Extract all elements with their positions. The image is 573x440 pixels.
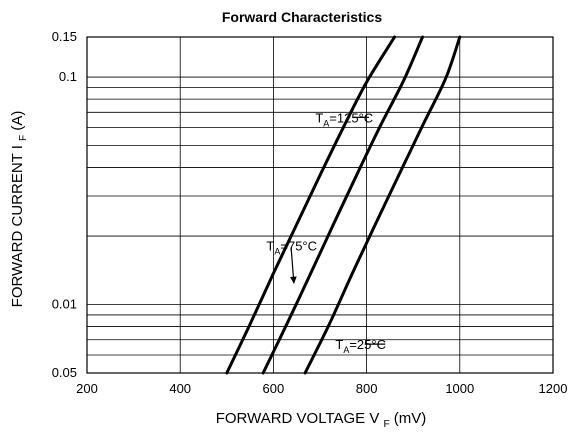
temperature-annotation-1: TA=75°C (266, 238, 317, 284)
temperature-annotation-0: TA=125°C (315, 110, 373, 128)
x-tick-label-3: 800 (356, 381, 378, 396)
annotation-subscript-0: A (323, 118, 329, 128)
y-tick-label-0: 0.15 (52, 29, 77, 44)
annotation-label-0: TA=125°C (315, 110, 373, 128)
series-line-0 (225, 35, 397, 375)
series-line-1 (261, 35, 425, 375)
annotation-subscript-2: A (343, 345, 349, 355)
series-line-2 (303, 35, 462, 375)
annotation-main-1: T (266, 238, 274, 253)
x-tick-label-0: 200 (76, 381, 98, 396)
curve-layer (225, 35, 462, 375)
x-tick-label-5: 1200 (539, 381, 568, 396)
axis-layer: 200 400 600 800 1000 1200 0.15 0.1 0.01 0.05 (52, 29, 568, 396)
annotation-value-2: =25°C (349, 337, 386, 352)
y-tick-label-2: 0.01 (52, 297, 77, 312)
x-tick-label-2: 600 (263, 381, 285, 396)
annotation-layer: TA=125°CTA=75°CTA=25°C (266, 110, 386, 355)
y-tick-label-1: 0.1 (59, 69, 77, 84)
x-axis-label: FORWARD VOLTAGE V F (mV) (216, 410, 427, 430)
annotation-arrowhead-1 (289, 276, 297, 284)
y-axis-label: FORWARD CURRENT I F (A) (9, 111, 29, 308)
x-axis-label-suffix: (mV) (394, 410, 427, 427)
x-tick-label-1: 400 (169, 381, 191, 396)
annotation-subscript-1: A (274, 246, 280, 256)
plot-frame (86, 36, 554, 374)
grid-layer (86, 36, 554, 374)
annotation-value-1: =75°C (280, 238, 317, 253)
x-tick-label-4: 1000 (445, 381, 474, 396)
annotation-label-1: TA=75°C (266, 238, 317, 256)
annotation-label-2: TA=25°C (335, 337, 386, 355)
annotation-main-0: T (315, 110, 323, 125)
y-axis-label-suffix: (A) (9, 111, 26, 131)
chart-title: Forward Characteristics (222, 9, 382, 25)
y-tick-label-3: 0.05 (52, 365, 77, 380)
x-axis-label-main: FORWARD VOLTAGE V (216, 410, 380, 427)
y-axis-label-subscript: F (18, 135, 29, 141)
temperature-annotation-2: TA=25°C (335, 337, 386, 355)
x-axis-label-subscript: F (384, 419, 390, 430)
annotation-main-2: T (335, 337, 343, 352)
y-axis-label-main: FORWARD CURRENT I (9, 145, 26, 307)
annotation-value-0: =125°C (329, 110, 373, 125)
